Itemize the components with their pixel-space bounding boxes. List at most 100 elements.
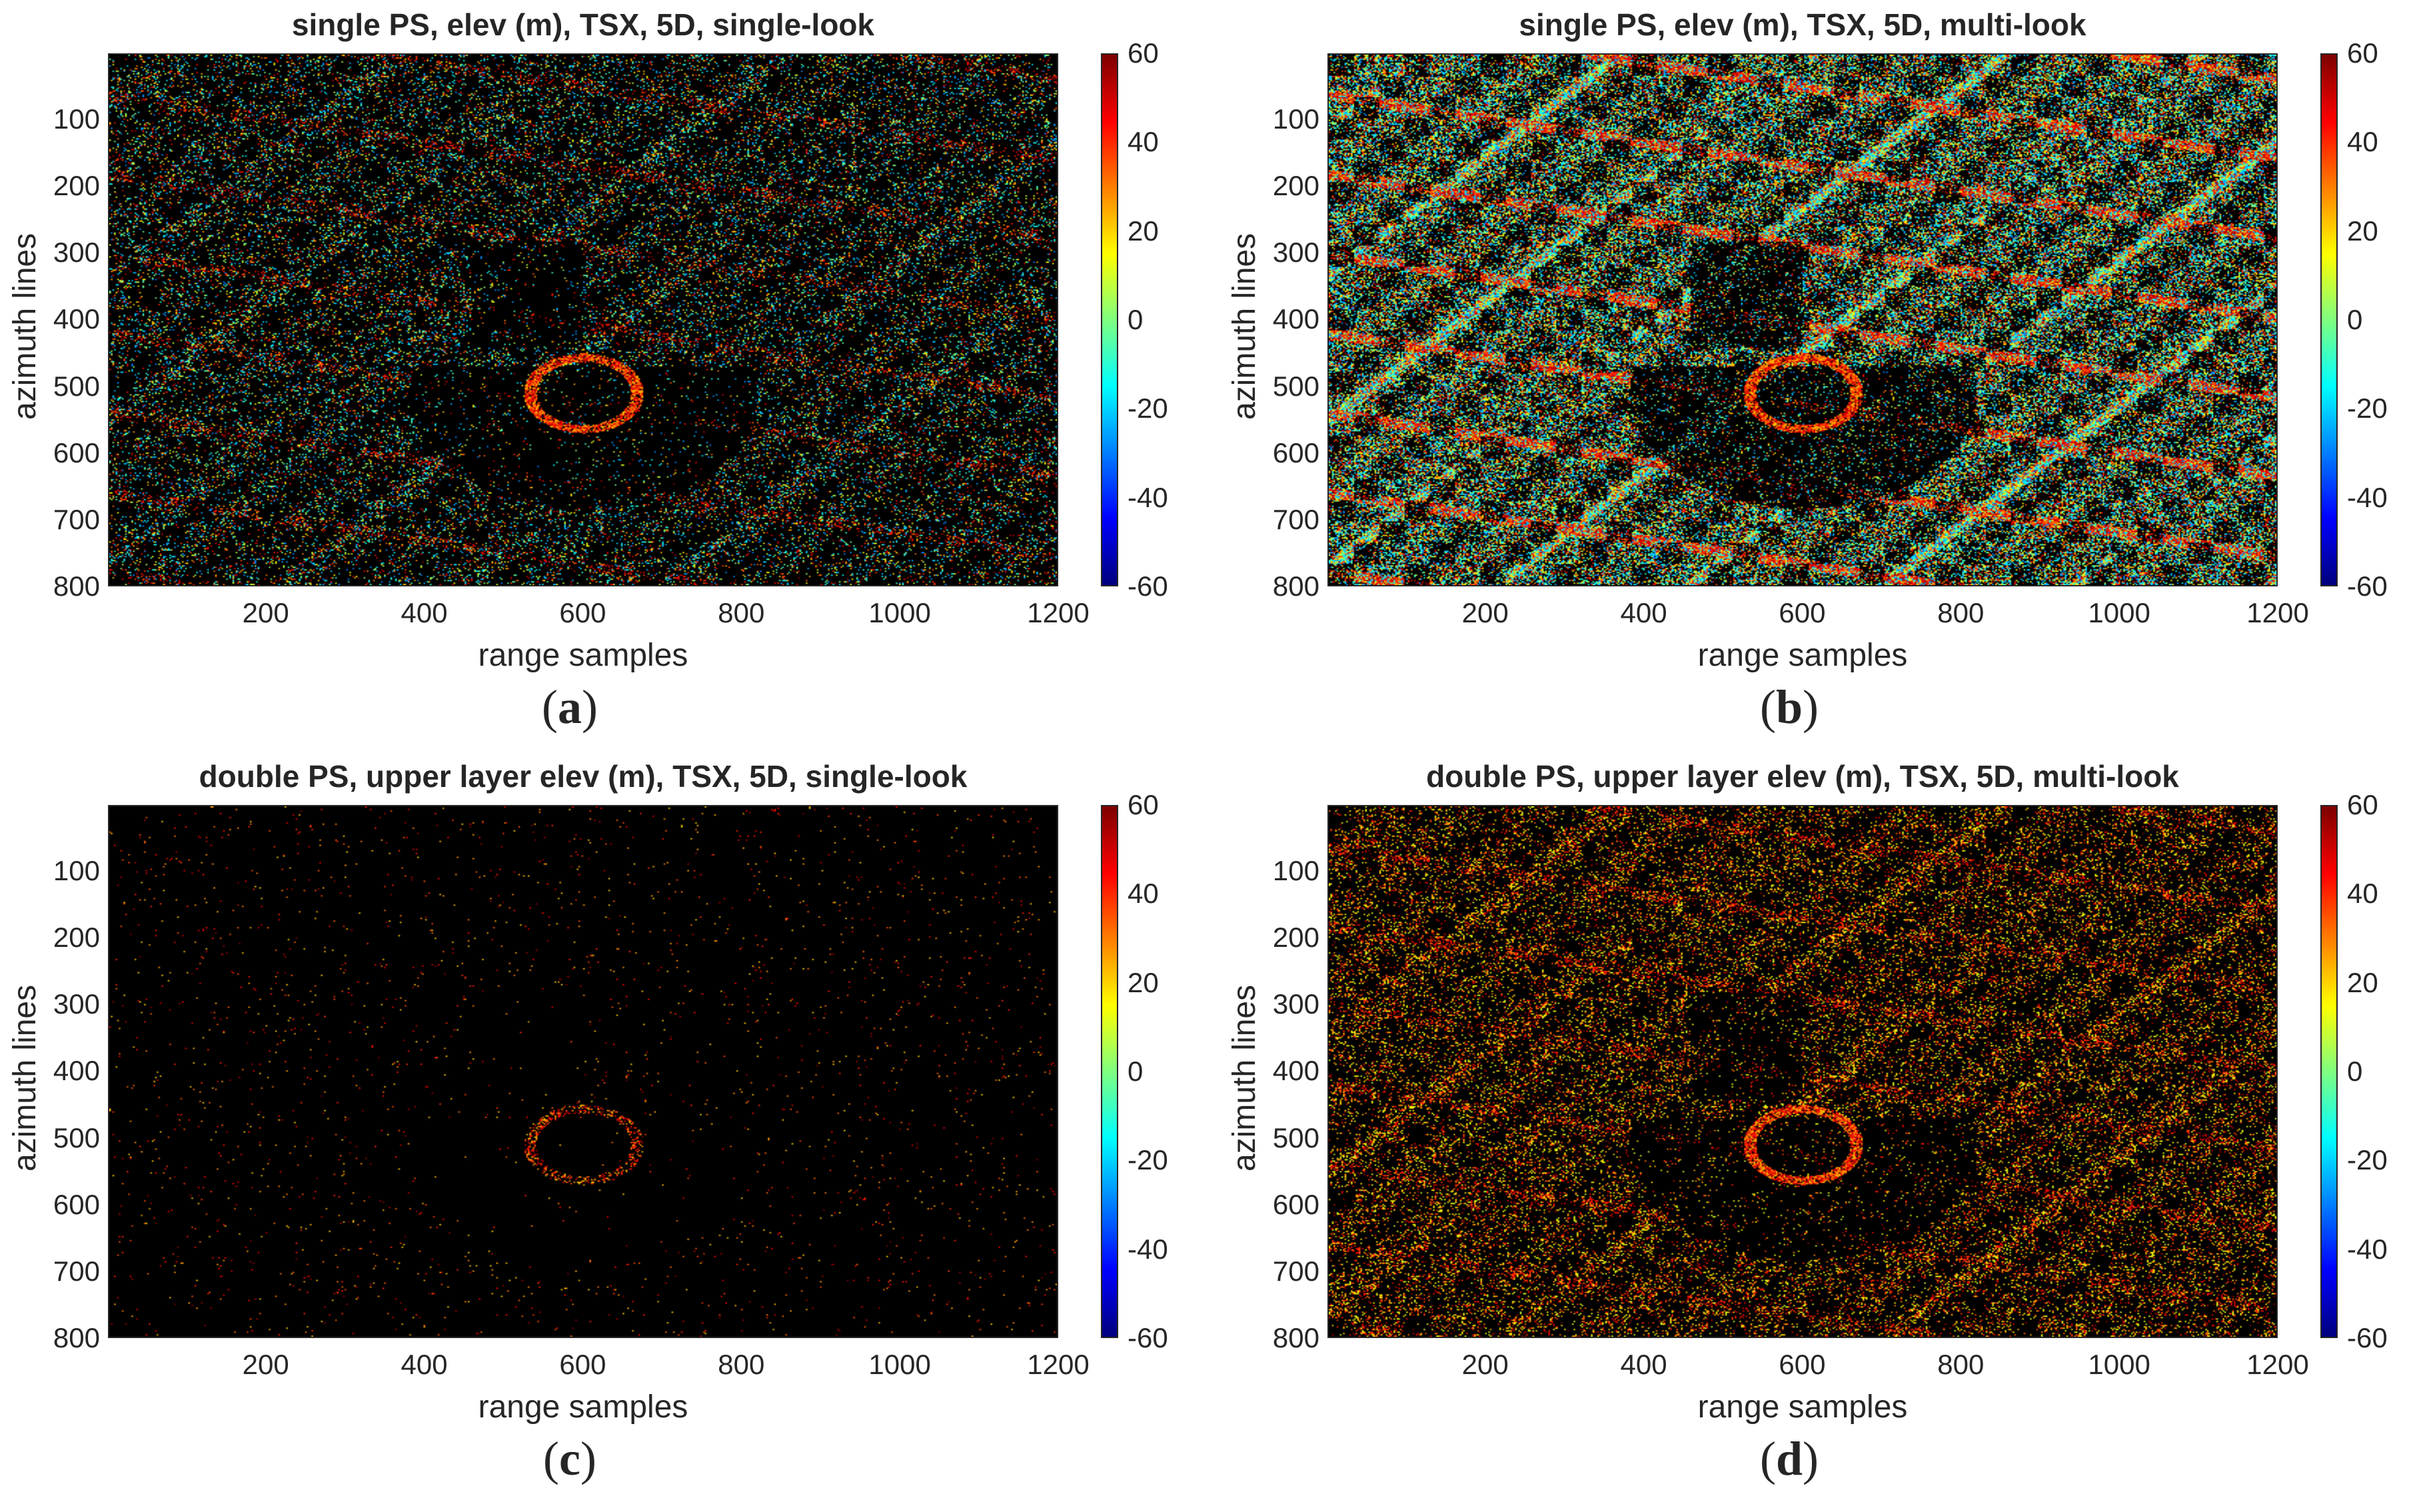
colorbar-tick-label: -60 <box>1128 570 1168 602</box>
y-tick-label: 100 <box>53 103 100 135</box>
x-tick-label: 1200 <box>1027 1349 1090 1380</box>
colorbar-tick-label: -20 <box>1128 1144 1168 1176</box>
x-tick-label: 200 <box>242 597 289 628</box>
colorbar-gradient <box>1102 806 1117 1337</box>
x-axis-label: range samples <box>478 1389 688 1425</box>
y-tick-label: 400 <box>1272 303 1319 335</box>
x-tick-label: 200 <box>1461 597 1509 628</box>
y-tick-label: 600 <box>53 436 100 468</box>
x-axis-label: range samples <box>478 638 688 673</box>
x-tick-label: 1200 <box>1027 597 1090 628</box>
x-tick-label: 600 <box>559 1349 606 1380</box>
chart-title: double PS, upper layer elev (m), TSX, 5D… <box>1426 759 2179 794</box>
y-tick-label: 300 <box>1272 237 1319 269</box>
x-tick-label: 800 <box>718 1349 765 1380</box>
y-tick-label: 500 <box>53 370 100 402</box>
y-axis-label: azimuth lines <box>7 233 43 420</box>
panel-letter: d <box>1775 1432 1803 1485</box>
x-tick-label: 400 <box>1620 1349 1667 1380</box>
colorbar-tick-label: 20 <box>2347 215 2378 247</box>
chart-panel-c: double PS, upper layer elev (m), TSX, 5D… <box>0 752 1193 1498</box>
colorbar-gradient <box>2322 55 2336 585</box>
y-tick-label: 700 <box>53 503 100 535</box>
y-tick-label: 600 <box>1272 1188 1319 1220</box>
chart-panel-d: double PS, upper layer elev (m), TSX, 5D… <box>1219 752 2412 1498</box>
x-tick-label: 800 <box>718 597 765 628</box>
y-tick-label: 200 <box>1272 170 1319 202</box>
colorbar-tick-label: -20 <box>2347 1144 2388 1176</box>
colorbar-tick-label: 20 <box>1128 215 1159 247</box>
colorbar-tick-label: 60 <box>1128 789 1159 820</box>
y-axis-label: azimuth lines <box>1227 984 1262 1171</box>
colorbar-gradient <box>2322 806 2336 1337</box>
colorbar-gradient <box>1102 55 1117 585</box>
chart-title: double PS, upper layer elev (m), TSX, 5D… <box>199 759 968 794</box>
y-tick-label: 400 <box>1272 1055 1319 1087</box>
y-tick-label: 400 <box>53 303 100 335</box>
colorbar-tick-label: -20 <box>1128 392 1168 424</box>
plot-area <box>108 805 1058 1338</box>
x-tick-label: 600 <box>559 597 606 628</box>
panel-caption: (d) <box>1759 1432 1819 1485</box>
panel-letter: a <box>558 680 582 734</box>
colorbar-tick-label: -20 <box>2347 392 2388 424</box>
chart-panel-b: single PS, elev (m), TSX, 5D, multi-look… <box>1219 0 2412 746</box>
y-tick-label: 700 <box>1272 503 1319 535</box>
heatmap-image <box>1329 806 2276 1337</box>
colorbar-tick-label: 20 <box>1128 966 1159 998</box>
y-tick-label: 300 <box>1272 988 1319 1020</box>
panel-letter: c <box>559 1432 580 1485</box>
plot-area <box>1327 53 2278 586</box>
colorbar-tick-label: 40 <box>1128 126 1159 158</box>
colorbar-tick-label: -40 <box>1128 1233 1168 1265</box>
colorbar <box>1101 805 1118 1338</box>
heatmap-image <box>1329 55 2276 585</box>
x-tick-label: 1200 <box>2246 1349 2309 1380</box>
y-tick-label: 800 <box>53 1322 100 1353</box>
y-tick-label: 800 <box>1272 1322 1319 1353</box>
y-tick-label: 800 <box>53 570 100 602</box>
y-tick-label: 700 <box>53 1255 100 1287</box>
y-tick-label: 100 <box>1272 855 1319 887</box>
panel-caption: (b) <box>1759 680 1819 734</box>
heatmap-image <box>109 55 1057 585</box>
plot-area <box>108 53 1058 586</box>
y-tick-label: 300 <box>53 237 100 269</box>
x-tick-label: 1000 <box>2088 597 2150 628</box>
colorbar <box>1101 53 1118 586</box>
heatmap-image <box>109 806 1057 1337</box>
colorbar <box>2320 53 2338 586</box>
x-tick-label: 200 <box>1461 1349 1509 1380</box>
y-axis-label: azimuth lines <box>7 984 43 1171</box>
x-axis-label: range samples <box>1697 638 1908 673</box>
x-tick-label: 400 <box>1620 597 1667 628</box>
x-tick-label: 1000 <box>868 597 931 628</box>
y-tick-label: 600 <box>53 1188 100 1220</box>
x-tick-label: 600 <box>1779 597 1826 628</box>
colorbar-tick-label: 0 <box>1128 304 1144 335</box>
x-tick-label: 400 <box>401 597 448 628</box>
colorbar-tick-label: 40 <box>1128 878 1159 910</box>
panel-letter: b <box>1775 680 1803 734</box>
x-tick-label: 1000 <box>868 1349 931 1380</box>
colorbar-tick-label: 20 <box>2347 966 2378 998</box>
y-tick-label: 200 <box>53 922 100 954</box>
colorbar-tick-label: -40 <box>2347 1233 2388 1265</box>
colorbar-tick-label: -40 <box>1128 481 1168 513</box>
y-tick-label: 200 <box>53 170 100 202</box>
x-tick-label: 1000 <box>2088 1349 2150 1380</box>
y-tick-label: 500 <box>1272 1122 1319 1153</box>
colorbar-tick-label: 0 <box>1128 1056 1144 1087</box>
chart-title: single PS, elev (m), TSX, 5D, multi-look <box>1519 7 2086 42</box>
colorbar-tick-label: -60 <box>2347 1322 2388 1353</box>
y-tick-label: 500 <box>53 1122 100 1153</box>
y-tick-label: 100 <box>1272 103 1319 135</box>
y-tick-label: 100 <box>53 855 100 887</box>
y-tick-label: 400 <box>53 1055 100 1087</box>
panel-caption: (c) <box>543 1432 596 1485</box>
y-tick-label: 800 <box>1272 570 1319 602</box>
colorbar-tick-label: 40 <box>2347 126 2378 158</box>
panel-caption: (a) <box>542 680 598 734</box>
y-tick-label: 300 <box>53 988 100 1020</box>
x-tick-label: 600 <box>1779 1349 1826 1380</box>
